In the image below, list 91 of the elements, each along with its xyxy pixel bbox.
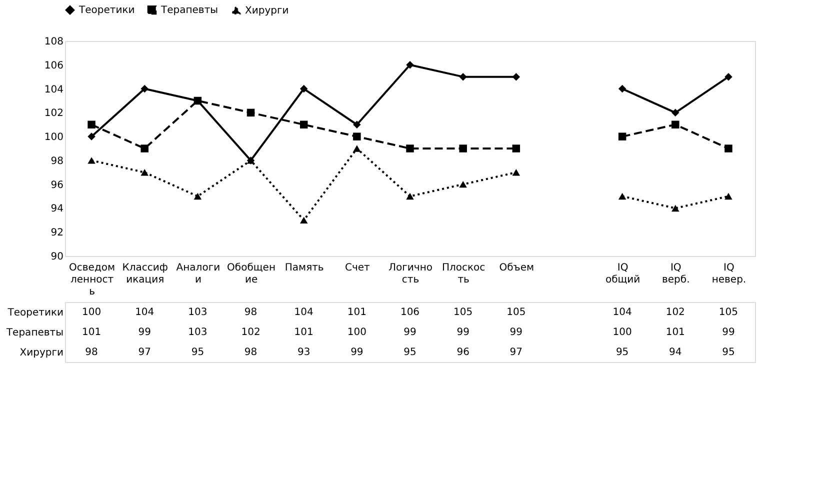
y-tick-label: 92 <box>50 228 64 239</box>
data-label: 97 <box>510 347 523 358</box>
y-tick-label: 100 <box>44 132 64 144</box>
text: Хирурги <box>20 348 64 358</box>
data-label: 99 <box>404 327 416 338</box>
point <box>512 144 520 152</box>
data-label: 104 <box>294 307 314 318</box>
data-label: 105 <box>454 307 473 318</box>
x-tick-label: Осведомленность <box>69 262 116 298</box>
data-label: 104 <box>135 307 154 318</box>
point <box>140 144 148 152</box>
point <box>512 72 520 81</box>
point <box>88 120 96 128</box>
x-tick-label: Счет <box>344 262 370 274</box>
point <box>300 84 308 93</box>
point <box>459 144 467 152</box>
data-label: 98 <box>85 347 98 358</box>
x-tick-label: IQ невер. <box>712 262 746 286</box>
data-label: 101 <box>666 327 685 338</box>
y-tick-label: 90 <box>50 252 64 262</box>
point <box>140 169 148 176</box>
point <box>459 180 467 188</box>
data-label: 98 <box>244 307 258 318</box>
point <box>406 61 414 69</box>
point <box>406 192 414 200</box>
data-label: 99 <box>722 327 735 338</box>
text: Терапевты <box>6 328 64 338</box>
data-label: 101 <box>294 327 314 338</box>
point <box>194 96 202 105</box>
point <box>724 144 732 152</box>
data-label: 103 <box>188 327 208 338</box>
data-label: 96 <box>456 347 470 358</box>
point <box>300 216 308 224</box>
data-label: 103 <box>188 307 208 318</box>
legend-label: Хирурги <box>245 5 289 16</box>
data-label: 104 <box>612 307 632 318</box>
data-label: 101 <box>347 307 366 318</box>
point <box>618 132 626 140</box>
data-label: 98 <box>244 347 258 358</box>
data-label: 100 <box>82 307 102 318</box>
legend-label: Терапевты <box>160 5 218 16</box>
data-label: 102 <box>241 327 260 338</box>
data-label: 99 <box>350 347 364 358</box>
point <box>140 84 148 93</box>
data-label: 99 <box>456 327 470 338</box>
point <box>353 132 361 140</box>
point <box>88 132 96 140</box>
point <box>246 108 255 117</box>
data-label: 95 <box>722 347 735 358</box>
data-label: 105 <box>506 307 526 318</box>
y-tick-label: 102 <box>44 108 64 120</box>
point <box>406 144 414 152</box>
y-tick-label: 94 <box>50 204 64 215</box>
x-tick-label: Объем <box>499 262 534 274</box>
point <box>459 72 467 81</box>
point <box>88 157 96 164</box>
x-tick-label: Память <box>284 262 324 274</box>
data-label: 101 <box>82 327 102 338</box>
data-label: 100 <box>347 327 366 338</box>
data-label: 95 <box>404 347 416 358</box>
data-label: 93 <box>297 347 310 358</box>
text: Теоретики <box>8 308 64 318</box>
x-tick-label: Классификация <box>122 262 168 286</box>
x-tick-label: IQ верб. <box>662 262 690 286</box>
data-label: 100 <box>612 327 632 338</box>
legend-label: Теоретики <box>78 5 135 16</box>
point <box>353 120 361 128</box>
data-label: 102 <box>666 307 685 318</box>
x-tick-label: Аналогии <box>176 262 220 286</box>
data-label: 97 <box>138 347 151 358</box>
data-label: 94 <box>669 347 682 358</box>
data-label: 105 <box>718 307 738 318</box>
point <box>353 145 361 152</box>
point <box>300 120 308 128</box>
x-tick-label: Обобщение <box>227 262 276 286</box>
data-label: 95 <box>191 347 204 358</box>
data-label: 95 <box>616 347 629 358</box>
y-tick-label: 108 <box>44 36 64 48</box>
y-tick-label: 98 <box>50 156 64 167</box>
x-tick-label: Плоскость <box>442 262 486 286</box>
point <box>672 120 680 128</box>
point <box>512 169 520 176</box>
y-tick-label: 104 <box>44 84 64 96</box>
data-label: 99 <box>510 327 523 338</box>
y-tick-label: 96 <box>50 180 64 191</box>
data-label: 99 <box>138 327 151 338</box>
x-tick-label: IQ общий <box>605 262 640 286</box>
y-tick-label: 106 <box>44 60 64 72</box>
data-label: 106 <box>400 307 420 318</box>
point <box>194 192 202 200</box>
x-tick-label: Логичность <box>388 262 432 286</box>
